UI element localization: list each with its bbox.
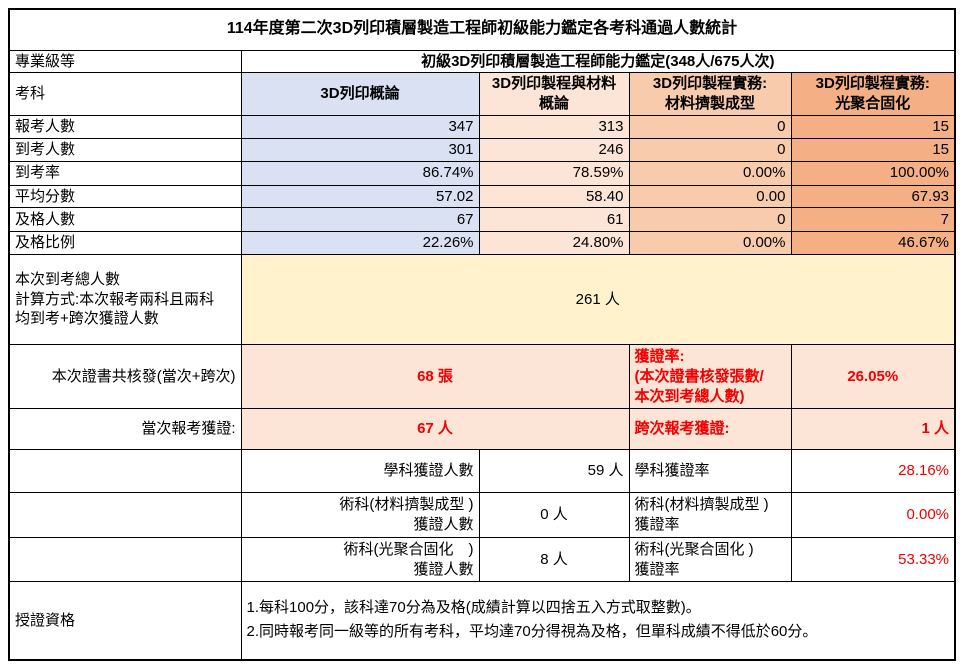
attendance-total-value: 261 人 <box>240 254 956 345</box>
attendance-total-label: 本次到考總人數 計算方式:本次報考兩科且兩科 均到考+跨次獲證人數 <box>8 254 242 345</box>
metric-value: 57.02 <box>240 184 480 208</box>
certification-rules-label: 授證資格 <box>8 581 242 660</box>
metric-value: 67.93 <box>790 184 956 208</box>
title-row: 114年度第二次3D列印積層製造工程師初級能力鑑定各考科通過人數統計 <box>8 8 956 51</box>
statistics-table: 114年度第二次3D列印積層製造工程師初級能力鑑定各考科通過人數統計 專業級等 … <box>8 8 957 661</box>
metric-value: 0.00 <box>628 184 792 208</box>
cross-session-value: 1 人 <box>790 408 956 450</box>
metric-label: 平均分數 <box>8 184 242 208</box>
metric-row-registered: 報考人數 347 313 0 15 <box>8 115 956 139</box>
current-session-value: 67 人 <box>240 408 630 450</box>
metric-value: 0 <box>628 115 792 139</box>
metric-row-attended: 到考人數 301 246 0 15 <box>8 138 956 162</box>
metric-value: 78.59% <box>478 160 630 186</box>
metric-value: 100.00% <box>790 160 956 186</box>
breakdown-row-photopoly: 術科(光聚合固化 ) 獲證人數 8 人 術科(光聚合固化 ) 獲證率 53.33… <box>8 537 956 582</box>
empty-cell <box>8 449 242 493</box>
metric-label: 到考人數 <box>8 138 242 162</box>
certificates-issued-value: 68 張 <box>240 344 630 409</box>
empty-cell <box>8 492 242 538</box>
metric-value: 15 <box>790 138 956 162</box>
level-value: 初級3D列印積層製造工程師能力鑑定(348人/675人次) <box>240 49 956 73</box>
subject-header-photopoly: 3D列印製程實務: 光聚合固化 <box>790 72 956 116</box>
page-title: 114年度第二次3D列印積層製造工程師初級能力鑑定各考科通過人數統計 <box>8 8 956 51</box>
breakdown-rate-value: 0.00% <box>790 492 956 538</box>
metric-value: 313 <box>478 115 630 139</box>
metric-label: 到考率 <box>8 160 242 186</box>
certificate-rate-value: 26.05% <box>790 344 956 409</box>
breakdown-row-written: 學科獲證人數 59 人 學科獲證率 28.16% <box>8 449 956 493</box>
breakdown-count-value: 0 人 <box>478 492 630 538</box>
subject-header-extrusion: 3D列印製程實務: 材料擠製成型 <box>628 72 792 116</box>
metric-label: 及格人數 <box>8 207 242 232</box>
empty-cell <box>8 537 242 582</box>
metric-value: 0 <box>628 138 792 162</box>
breakdown-count-label: 術科(材料擠製成型 ) 獲證人數 <box>240 492 480 538</box>
metric-row-pass-rate: 及格比例 22.26% 24.80% 0.00% 46.67% <box>8 231 956 255</box>
breakdown-count-label: 學科獲證人數 <box>240 449 480 493</box>
metric-row-attendance-rate: 到考率 86.74% 78.59% 0.00% 100.00% <box>8 160 956 186</box>
breakdown-count-label: 術科(光聚合固化 ) 獲證人數 <box>240 537 480 582</box>
metric-value: 24.80% <box>478 231 630 255</box>
metric-row-average-score: 平均分數 57.02 58.40 0.00 67.93 <box>8 184 956 208</box>
breakdown-row-extrusion: 術科(材料擠製成型 ) 獲證人數 0 人 術科(材料擠製成型 ) 獲證率 0.0… <box>8 492 956 538</box>
breakdown-count-value: 59 人 <box>478 449 630 493</box>
subject-header-row: 考科 3D列印概論 3D列印製程與材料概論 3D列印製程實務: 材料擠製成型 3… <box>8 72 956 116</box>
subject-header-label: 考科 <box>8 72 242 116</box>
metric-value: 67 <box>240 207 480 232</box>
certification-rules-row: 授證資格 1.每科100分，該科達70分為及格(成績計算以四捨五入方式取整數)。… <box>8 581 956 660</box>
metric-value: 15 <box>790 115 956 139</box>
metric-row-passed-count: 及格人數 67 61 0 7 <box>8 207 956 232</box>
subject-header-materials: 3D列印製程與材料概論 <box>478 72 630 116</box>
metric-value: 61 <box>478 207 630 232</box>
metric-value: 347 <box>240 115 480 139</box>
certificates-issued-row: 本次證書共核發(當次+跨次) 68 張 獲證率: (本次證書核發張數/ 本次到考… <box>8 344 956 409</box>
metric-value: 7 <box>790 207 956 232</box>
metric-value: 58.40 <box>478 184 630 208</box>
metric-value: 301 <box>240 138 480 162</box>
metric-value: 46.67% <box>790 231 956 255</box>
subject-header-intro: 3D列印概論 <box>240 72 480 116</box>
breakdown-rate-value: 28.16% <box>790 449 956 493</box>
cross-session-label: 跨次報考獲證: <box>628 408 792 450</box>
breakdown-rate-label: 學科獲證率 <box>628 449 792 493</box>
certificates-issued-label: 本次證書共核發(當次+跨次) <box>8 344 242 409</box>
metric-value: 0.00% <box>628 160 792 186</box>
breakdown-count-value: 8 人 <box>478 537 630 582</box>
metric-label: 及格比例 <box>8 231 242 255</box>
breakdown-rate-label: 術科(材料擠製成型 ) 獲證率 <box>628 492 792 538</box>
current-cross-row: 當次報考獲證: 67 人 跨次報考獲證: 1 人 <box>8 408 956 450</box>
certificate-rate-label: 獲證率: (本次證書核發張數/ 本次到考總人數) <box>628 344 792 409</box>
current-session-label: 當次報考獲證: <box>8 408 242 450</box>
level-label: 專業級等 <box>8 49 242 73</box>
metric-value: 22.26% <box>240 231 480 255</box>
metric-value: 0 <box>628 207 792 232</box>
certification-rules-notes: 1.每科100分，該科達70分為及格(成績計算以四捨五入方式取整數)。 2.同時… <box>240 581 956 660</box>
metric-label: 報考人數 <box>8 115 242 139</box>
attendance-total-row: 本次到考總人數 計算方式:本次報考兩科且兩科 均到考+跨次獲證人數 261 人 <box>8 254 956 345</box>
level-row: 專業級等 初級3D列印積層製造工程師能力鑑定(348人/675人次) <box>8 49 956 73</box>
breakdown-rate-value: 53.33% <box>790 537 956 582</box>
metric-value: 246 <box>478 138 630 162</box>
breakdown-rate-label: 術科(光聚合固化 ) 獲證率 <box>628 537 792 582</box>
metric-value: 86.74% <box>240 160 480 186</box>
metric-value: 0.00% <box>628 231 792 255</box>
